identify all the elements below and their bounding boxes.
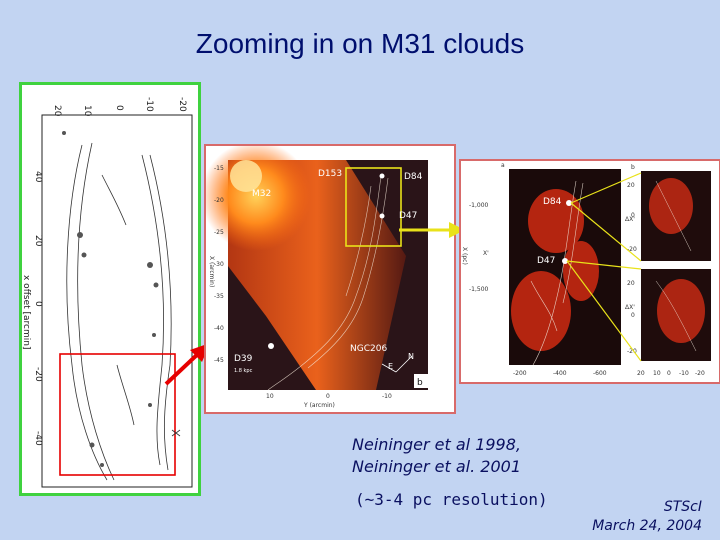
zoom-b-x-tick-1: 20 <box>637 370 645 377</box>
optical-contours <box>267 175 389 391</box>
mid-y-axis-label: X (arcmin) <box>208 256 215 287</box>
zoom-connectors <box>566 172 642 362</box>
mid-x-axis-label: Y (arcmin) <box>303 402 335 409</box>
zoom-x-tick-1: -200 <box>513 370 527 377</box>
zoom-b-y-tick-3: -20 <box>627 246 637 253</box>
left-tick-4: -20 <box>33 367 43 382</box>
compass-e: E <box>388 362 393 371</box>
zoom-b-y-tick-2: 0 <box>631 212 635 219</box>
mid-y-tick-3: -25 <box>214 229 224 236</box>
zoom-b-y-tick-5: 0 <box>631 312 635 319</box>
mid-x-tick-1: 10 <box>266 393 274 400</box>
zoom-image: D84 D47 a -1,000 -1,500 X' X (pc) -200 -… <box>461 162 711 377</box>
mid-x-tick-2: 0 <box>326 393 330 400</box>
zoom-y-tick-1: -1,000 <box>469 202 489 209</box>
zoom-label-d47: D47 <box>537 256 555 266</box>
left-tick-3: 0 <box>33 301 43 307</box>
optical-image-panel: D153 M32 D84 D47 NGC206 D39 1.8 kpc N E … <box>201 141 456 414</box>
zoom-b-x-tick-4: -10 <box>679 370 689 377</box>
zoom-label-d84: D84 <box>543 197 562 207</box>
zoom-x-tick-2: -400 <box>553 370 567 377</box>
mid-y-tick-1: -15 <box>214 165 224 172</box>
mid-y-tick-4: -30 <box>214 261 224 268</box>
left-tick-2: 20 <box>33 235 43 247</box>
optical-bright-spots <box>268 173 385 349</box>
citation-line-2: Neininger et al. 2001 <box>352 457 521 476</box>
zoom-x-tick-3: -600 <box>593 370 607 377</box>
zoom-panel-b-letter: b <box>631 164 635 171</box>
zoom-y-tick-2: -1,500 <box>469 286 489 293</box>
contour-clumps <box>62 131 159 467</box>
top-tick-1: 20 <box>52 105 62 117</box>
label-d84: D84 <box>404 172 423 182</box>
zoom-panel: D84 D47 a -1,000 -1,500 X' X (pc) -200 -… <box>459 159 720 384</box>
citation: Neininger et al 1998, Neininger et al. 2… <box>352 434 521 478</box>
label-ngc206: NGC206 <box>350 344 387 354</box>
optical-image: D153 M32 D84 D47 NGC206 D39 1.8 kpc N E … <box>201 141 428 409</box>
slide-title: Zooming in on M31 clouds <box>195 28 525 59</box>
contour-map-panel: 20 10 0 -10 -20 40 20 0 -20 -40 x offset… <box>19 82 201 496</box>
footer-date: March 24, 2004 <box>592 518 702 534</box>
zoom-b-delta-x-1: ΔX' <box>625 216 635 223</box>
mid-y-tick-6: -40 <box>214 325 224 332</box>
footer: STScI March 24, 2004 <box>592 498 702 536</box>
zoom-b-emission <box>649 178 705 343</box>
top-tick-5: -20 <box>177 97 187 112</box>
zoom-region-box <box>59 353 176 476</box>
zoom-b-y-tick-1: 20 <box>627 182 635 189</box>
zoom-panel-a-letter: a <box>501 162 505 169</box>
compass-arrows <box>381 355 413 373</box>
corner-letter: b <box>417 378 423 388</box>
highlight-arrow <box>399 222 465 238</box>
zoom-a-contours <box>530 180 584 366</box>
zoom-b-x-tick-3: 0 <box>667 370 671 377</box>
top-tick-2: 10 <box>82 105 92 117</box>
left-axis-label: x offset [arcmin] <box>22 275 31 349</box>
footnote-text: 1.8 kpc <box>234 368 253 374</box>
compass-mark <box>171 429 181 437</box>
label-d153: D153 <box>318 169 342 179</box>
resolution-note: (~3-4 pc resolution) <box>355 490 548 509</box>
mid-y-tick-2: -20 <box>214 197 224 204</box>
highlight-box <box>345 167 402 247</box>
contour-map-frame <box>41 114 193 488</box>
top-tick-3: 0 <box>114 105 124 111</box>
mid-y-tick-5: -35 <box>214 293 224 300</box>
zoom-b-y-tick-4: 20 <box>627 280 635 287</box>
footer-org: STScI <box>663 499 702 515</box>
zoom-b-x-tick-5: -20 <box>695 370 705 377</box>
label-m32: M32 <box>252 189 271 199</box>
mid-x-tick-3: -10 <box>382 393 392 400</box>
zoom-b-x-tick-2: 10 <box>653 370 661 377</box>
label-d39: D39 <box>234 354 253 364</box>
zoom-b-y-tick-6: -20 <box>627 348 637 355</box>
mid-y-tick-7: -45 <box>214 357 224 364</box>
zoom-y-axis-label: X (pc) <box>461 247 468 265</box>
zoom-b-delta-x-2: ΔX' <box>625 304 635 311</box>
zoom-b-contours <box>655 180 697 352</box>
left-tick-5: -40 <box>33 431 43 446</box>
contour-lines <box>66 142 172 481</box>
label-d47: D47 <box>399 211 417 221</box>
top-tick-4: -10 <box>144 97 154 112</box>
citation-line-1: Neininger et al 1998, <box>352 435 521 454</box>
left-tick-1: 40 <box>33 171 43 183</box>
contour-map: 20 10 0 -10 -20 40 20 0 -20 -40 x offset… <box>22 97 193 488</box>
zoom-x-prime: X' <box>483 250 489 257</box>
